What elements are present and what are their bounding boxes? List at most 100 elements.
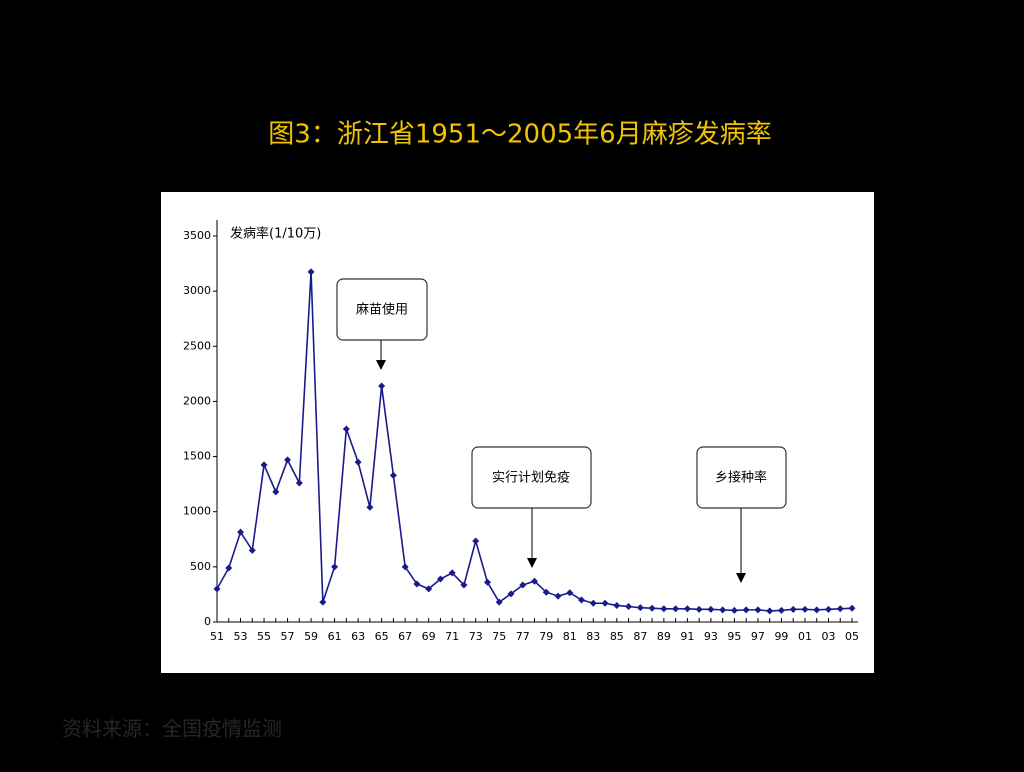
data-point bbox=[472, 537, 480, 545]
data-point bbox=[295, 479, 303, 487]
data-point bbox=[237, 528, 245, 536]
x-tick-label: 89 bbox=[657, 630, 671, 643]
y-tick-label: 0 bbox=[204, 615, 211, 628]
y-tick-label: 2500 bbox=[183, 339, 211, 352]
annotation: 实行计划免疫 bbox=[492, 470, 570, 486]
annotation: 乡接种率 bbox=[715, 470, 767, 486]
data-point bbox=[742, 606, 750, 614]
data-point bbox=[601, 599, 609, 607]
data-point bbox=[413, 580, 421, 588]
x-tick-label: 05 bbox=[845, 630, 859, 643]
data-point bbox=[260, 461, 268, 469]
x-tick-label: 51 bbox=[210, 630, 224, 643]
data-point bbox=[248, 546, 256, 554]
x-tick-label: 75 bbox=[492, 630, 506, 643]
x-tick-label: 61 bbox=[328, 630, 342, 643]
x-tick-label: 63 bbox=[351, 630, 365, 643]
data-point bbox=[448, 569, 456, 577]
data-point bbox=[625, 603, 633, 611]
data-point bbox=[354, 458, 362, 466]
data-point bbox=[578, 596, 586, 604]
x-tick-label: 69 bbox=[422, 630, 436, 643]
data-point bbox=[425, 585, 433, 593]
data-point bbox=[695, 605, 703, 613]
arrow-head bbox=[527, 558, 537, 568]
data-point bbox=[401, 563, 409, 571]
data-point bbox=[789, 605, 797, 613]
y-tick-label: 500 bbox=[190, 560, 211, 573]
x-tick-label: 65 bbox=[375, 630, 389, 643]
data-point bbox=[272, 488, 280, 496]
data-point bbox=[660, 605, 668, 613]
arrow-head bbox=[376, 360, 386, 370]
data-point bbox=[730, 606, 738, 614]
y-tick-label: 3500 bbox=[183, 229, 211, 242]
data-point bbox=[225, 564, 233, 572]
arrow-head bbox=[736, 573, 746, 583]
x-tick-label: 77 bbox=[516, 630, 530, 643]
data-point bbox=[566, 589, 574, 597]
x-tick-label: 93 bbox=[704, 630, 718, 643]
data-point bbox=[284, 456, 292, 464]
x-tick-label: 99 bbox=[774, 630, 788, 643]
data-point bbox=[801, 605, 809, 613]
data-point bbox=[307, 268, 315, 276]
data-point bbox=[766, 607, 774, 615]
annotation: 麻苗使用 bbox=[356, 302, 408, 318]
y-axis-label: 发病率(1/10万) bbox=[230, 226, 321, 242]
data-point bbox=[366, 503, 374, 511]
x-tick-label: 67 bbox=[398, 630, 412, 643]
data-point bbox=[507, 590, 515, 598]
x-tick-label: 03 bbox=[821, 630, 835, 643]
x-tick-label: 57 bbox=[281, 630, 295, 643]
x-tick-label: 53 bbox=[234, 630, 248, 643]
chart-title: 图3：浙江省1951～2005年6月麻疹发病率 bbox=[268, 120, 771, 150]
data-point bbox=[813, 606, 821, 614]
y-tick-label: 1500 bbox=[183, 450, 211, 463]
x-tick-label: 95 bbox=[727, 630, 741, 643]
y-tick-label: 1000 bbox=[183, 505, 211, 518]
y-tick-label: 2000 bbox=[183, 394, 211, 407]
annotation-box: 乡接种率 bbox=[696, 446, 787, 583]
x-tick-label: 01 bbox=[798, 630, 812, 643]
x-tick-label: 81 bbox=[563, 630, 577, 643]
data-point bbox=[531, 577, 538, 585]
data-point bbox=[213, 585, 221, 593]
annotation-box: 实行计划免疫 bbox=[471, 446, 592, 568]
data-point bbox=[589, 599, 597, 607]
x-tick-label: 91 bbox=[680, 630, 694, 643]
data-point bbox=[707, 605, 715, 613]
data-point bbox=[495, 598, 503, 606]
data-point bbox=[378, 382, 386, 390]
x-tick-label: 73 bbox=[469, 630, 483, 643]
data-point bbox=[554, 592, 562, 600]
x-tick-label: 79 bbox=[539, 630, 553, 643]
x-tick-label: 55 bbox=[257, 630, 271, 643]
data-point bbox=[836, 605, 844, 613]
data-point bbox=[319, 598, 327, 606]
source-note: 资料来源：全国疫情监测 bbox=[62, 717, 282, 741]
y-tick-label: 3000 bbox=[183, 284, 211, 297]
data-point bbox=[848, 604, 856, 612]
data-point bbox=[648, 604, 656, 612]
x-tick-label: 59 bbox=[304, 630, 318, 643]
data-point bbox=[483, 578, 491, 586]
data-point bbox=[719, 606, 727, 614]
data-point bbox=[460, 581, 468, 589]
data-point bbox=[542, 588, 550, 596]
data-point bbox=[342, 425, 350, 433]
data-point bbox=[389, 471, 397, 479]
data-point bbox=[824, 605, 832, 613]
x-tick-label: 87 bbox=[633, 630, 647, 643]
chart-panel bbox=[161, 192, 874, 673]
x-tick-label: 71 bbox=[445, 630, 459, 643]
annotation-frame bbox=[336, 278, 428, 341]
x-tick-label: 85 bbox=[610, 630, 624, 643]
data-point bbox=[777, 606, 785, 614]
data-point bbox=[683, 605, 691, 613]
data-point bbox=[636, 604, 644, 612]
data-point bbox=[754, 606, 762, 614]
annotation-box: 麻苗使用 bbox=[336, 278, 428, 370]
data-point bbox=[672, 605, 680, 613]
